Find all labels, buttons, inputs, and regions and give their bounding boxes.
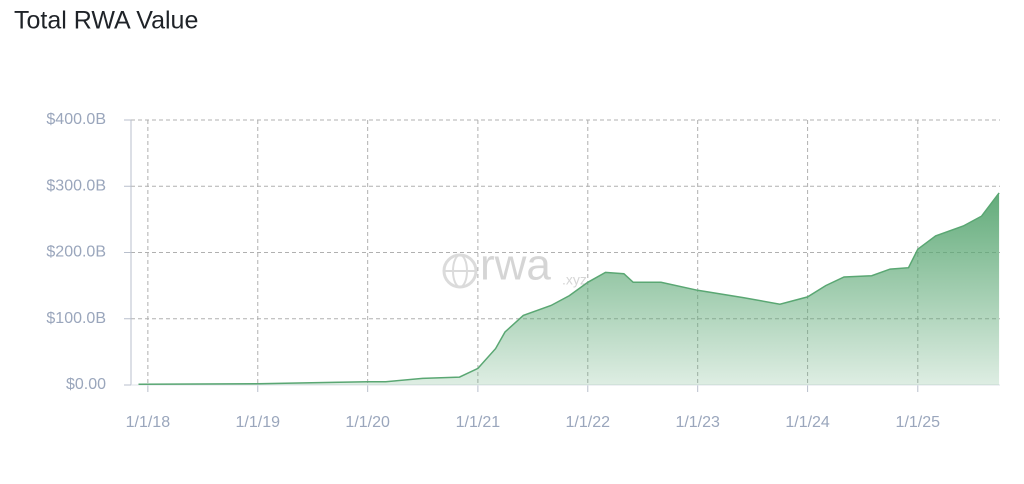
line xyxy=(138,192,1000,386)
area xyxy=(138,192,1000,385)
y-tick-label: $300.0B xyxy=(46,177,106,194)
x-tick-label: 1/1/23 xyxy=(675,414,720,431)
y-tick-label: $0.00 xyxy=(66,376,106,393)
x-tick-label: 1/1/21 xyxy=(456,414,501,431)
watermark-globe xyxy=(452,254,468,288)
x-tick-label: 1/1/25 xyxy=(896,414,941,431)
watermark: rwa .xyz xyxy=(442,241,587,290)
y-tick-label: $400.0B xyxy=(46,111,106,128)
x-tick-label: 1/1/24 xyxy=(785,414,830,431)
x-tick-label: 1/1/19 xyxy=(236,414,281,431)
y-tick-label: $200.0B xyxy=(46,244,106,261)
watermark-globe xyxy=(442,253,478,289)
y-tick-label: $100.0B xyxy=(46,310,106,327)
watermark-suffix: .xyz xyxy=(562,272,587,288)
chart-title: Total RWA Value xyxy=(14,7,198,35)
x-tick-label: 1/1/22 xyxy=(566,414,611,431)
x-tick-label: 1/1/20 xyxy=(345,414,390,431)
watermark-text: rwa xyxy=(480,241,551,290)
x-tick-label: 1/1/18 xyxy=(126,414,171,431)
